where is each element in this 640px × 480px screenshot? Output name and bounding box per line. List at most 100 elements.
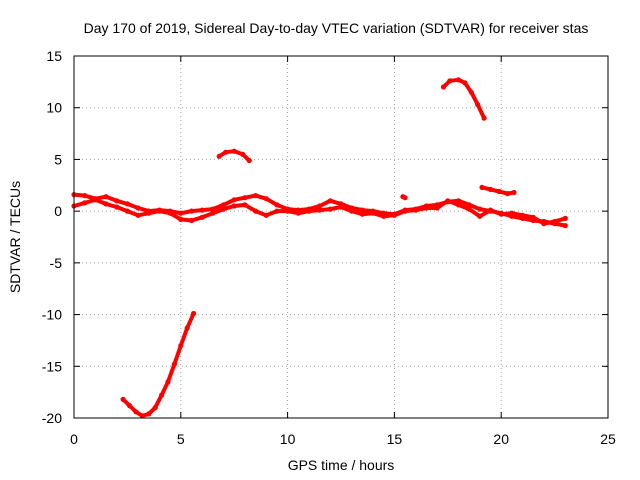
data-point	[468, 89, 474, 95]
data-point	[455, 77, 462, 83]
chart-title: Day 170 of 2019, Sidereal Day-to-day VTE…	[84, 20, 589, 36]
data-point	[210, 210, 216, 216]
data-point	[327, 198, 333, 204]
data-point	[440, 84, 447, 90]
data-point	[462, 80, 468, 86]
plot-frame	[73, 55, 609, 419]
data-point	[82, 200, 88, 206]
y-tick-label: -10	[42, 307, 62, 323]
y-tick-label: 0	[54, 203, 62, 219]
data-point	[133, 409, 139, 415]
data-point	[165, 379, 171, 385]
data-point	[475, 102, 481, 108]
series-arc-low	[121, 311, 196, 418]
data-point	[191, 310, 197, 317]
data-point	[541, 221, 547, 227]
data-point	[402, 195, 408, 201]
data-point	[487, 186, 494, 192]
data-point	[220, 206, 227, 212]
data-point	[135, 205, 141, 211]
x-tick-label: 5	[177, 431, 185, 447]
data-point	[240, 151, 246, 157]
x-tick-label: 20	[493, 431, 509, 447]
data-point	[562, 223, 568, 229]
data-point	[274, 208, 280, 214]
data-point	[349, 208, 355, 214]
data-point	[231, 203, 237, 209]
data-point	[231, 197, 237, 203]
series-arc-high	[441, 77, 487, 121]
data-point	[114, 204, 120, 210]
ticks: 0 5 10 15 20 25 -20 -15 -10 -5 0 5 10 15	[42, 48, 616, 447]
x-tick-label: 15	[387, 431, 403, 447]
data-point	[126, 403, 133, 409]
data-point	[103, 194, 109, 200]
data-point	[167, 210, 173, 216]
data-point	[466, 206, 472, 212]
x-tick-label: 10	[280, 431, 296, 447]
data-point	[359, 207, 365, 213]
data-point	[188, 208, 195, 214]
data-point	[135, 212, 141, 218]
data-point	[146, 210, 152, 216]
data-point	[139, 413, 145, 419]
data-point	[477, 206, 483, 212]
data-point	[253, 193, 259, 199]
data-point	[156, 208, 162, 214]
data-point	[242, 195, 248, 201]
data-point	[210, 206, 216, 212]
data-point	[481, 115, 487, 121]
x-tick-label: 0	[70, 431, 78, 447]
data-point	[505, 191, 511, 197]
data-point	[511, 189, 517, 196]
data-point	[530, 214, 536, 220]
x-axis-label: GPS time / hours	[288, 457, 395, 473]
data-point	[477, 213, 483, 219]
data-point	[152, 405, 158, 411]
data-point	[381, 213, 387, 219]
data-point	[520, 212, 526, 218]
data-point	[178, 210, 184, 216]
data-point	[487, 207, 494, 213]
data-point	[216, 153, 222, 159]
data-point	[199, 214, 205, 220]
y-tick-label: 15	[46, 48, 62, 64]
data-point	[220, 202, 227, 208]
data-point	[402, 208, 408, 214]
data-point	[447, 78, 453, 84]
data-point	[434, 205, 440, 211]
grid	[74, 56, 608, 418]
data-point	[423, 205, 429, 211]
data-point	[391, 212, 397, 218]
data-point	[359, 211, 365, 217]
data-point	[246, 157, 252, 164]
data-point	[306, 208, 312, 214]
data-point	[159, 392, 165, 398]
data-point	[263, 196, 269, 202]
data-point	[124, 208, 130, 214]
data-point	[231, 148, 237, 154]
data-point	[263, 212, 269, 218]
data-point	[82, 193, 88, 199]
data-point	[445, 198, 451, 204]
data-point	[171, 361, 177, 367]
data-point	[562, 215, 568, 221]
data-point	[466, 202, 472, 208]
data-point	[188, 217, 195, 224]
data-point	[317, 207, 323, 213]
y-tick-label: 10	[46, 100, 62, 116]
data-point	[124, 201, 130, 207]
data-point	[178, 343, 184, 349]
y-tick-label: 5	[54, 151, 62, 167]
data-point	[103, 201, 109, 207]
data-point	[223, 149, 229, 155]
data-point	[178, 216, 184, 222]
y-tick-label: -15	[42, 358, 62, 374]
data-point	[295, 210, 301, 216]
data-point	[479, 184, 485, 190]
data-point	[509, 210, 515, 216]
y-axis-label: SDTVAR / TECUs	[7, 181, 23, 293]
data-point	[146, 411, 152, 417]
data-point	[455, 202, 462, 208]
